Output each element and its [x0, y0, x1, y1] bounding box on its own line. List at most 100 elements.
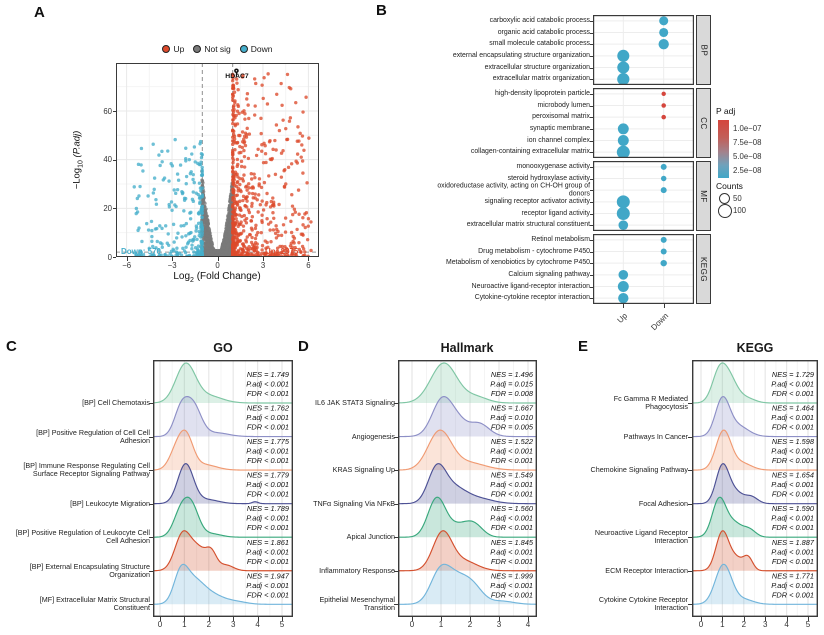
- padj-stop: 5.0e−08: [733, 152, 762, 161]
- dotplot-dot: [618, 270, 629, 280]
- ridge-stat-fdr: FDR < 0.001: [772, 590, 814, 599]
- dotplot-dot: [661, 91, 666, 97]
- ridge-line: [692, 563, 818, 605]
- ridge-x-tick-label: 0: [157, 620, 163, 629]
- ridge-row-tickmark: [149, 470, 153, 472]
- dotplot-term-label: high-density lipoprotein particle: [495, 90, 590, 98]
- ridge-row-tickmark: [394, 436, 398, 438]
- notsig-dot-icon: [193, 45, 202, 53]
- count-circle-50: [719, 193, 730, 204]
- ridge-x-tickmark: [160, 617, 161, 621]
- ridge-stat-nes: NES = 1.598: [772, 437, 815, 446]
- dotplot-dot: [616, 195, 630, 209]
- ridge-x-tick-label: 2: [206, 620, 212, 629]
- facet-strip-label: BP: [698, 44, 708, 56]
- ridge-row-label: Epithelial Mesenchymal Transition: [319, 595, 395, 613]
- ridge-row-tickmark: [149, 570, 153, 572]
- legend-item-up: Up: [162, 44, 184, 54]
- x-tick: 0: [215, 261, 220, 270]
- ridge-stat-nes: NES = 1.549: [491, 471, 533, 480]
- ridge-stat-padj: P.adj < 0.001: [771, 480, 814, 489]
- ridge-x-tick-label: 2: [467, 620, 473, 629]
- ridge-row-label: [BP] Immune Response Regulating Cell Sur…: [23, 461, 150, 479]
- ridge-stat-fdr: FDR < 0.001: [772, 423, 814, 432]
- ridge-x-tickmark: [701, 617, 702, 621]
- ridge-line: [398, 429, 537, 471]
- ridge-stat-padj: P.adj < 0.001: [490, 514, 533, 523]
- ridge-x-tick-label: 2: [741, 620, 747, 629]
- ridge-stat-fdr: FDR < 0.001: [247, 523, 289, 532]
- dotplot-dot: [660, 236, 667, 243]
- ridge-line: [153, 395, 293, 438]
- ridge-stat-nes: NES = 1.999: [491, 571, 533, 580]
- dotplot-term-label: Retinol metabolism: [531, 236, 590, 244]
- dotplot-dot: [661, 103, 666, 108]
- term-tickmark: [589, 44, 593, 46]
- ridge-row-tickmark: [688, 604, 692, 606]
- padj-stop: 7.5e−08: [733, 138, 762, 147]
- dotplot-dot: [616, 145, 630, 158]
- ridge-line: [692, 395, 818, 438]
- ridge-x-tickmark: [765, 617, 767, 621]
- ridge-line: [153, 362, 293, 404]
- dotplot-term-label: oxidoreductase activity, acting on CH-OH…: [437, 182, 590, 198]
- ridge-row-label: [BP] Cell Chemotaxis: [82, 398, 150, 407]
- ridge-stat-nes: NES = 1.749: [247, 370, 289, 379]
- y-axis-title-post: (P.adj): [71, 130, 83, 161]
- ridge-x-tick-label: 1: [182, 620, 187, 629]
- ridge-row-tickmark: [394, 604, 398, 606]
- dotplot-dot: [661, 114, 666, 120]
- facet-strip-label: KEGG: [699, 256, 708, 282]
- ridge-row-label: [BP] Leukocyte Migration: [70, 498, 150, 508]
- ridge-fill: [153, 430, 293, 471]
- dotplot-dot: [659, 16, 669, 26]
- ridge-stat-padj: P.adj < 0.001: [771, 547, 814, 556]
- x-axis-title-pre: Log: [173, 271, 191, 282]
- ridge-line: [153, 496, 293, 538]
- dotplot-x-label: Up: [615, 311, 630, 325]
- b-x-tickmark: [663, 304, 665, 308]
- ridge-x-tickmark: [257, 617, 259, 621]
- down-count-label: Down: 570: [121, 247, 162, 256]
- ridge-row-tickmark: [688, 470, 692, 472]
- legend-label-up: Up: [173, 44, 185, 54]
- ridge-row-tickmark: [688, 570, 692, 572]
- panel-letter-e: E: [578, 338, 589, 355]
- ridge-stat-padj: P.adj < 0.001: [246, 380, 289, 389]
- ridge-line: [398, 496, 537, 538]
- ridge-line: [153, 463, 293, 505]
- dotplot-term-label: ion channel complex: [527, 136, 590, 144]
- ridge-x-tick-label: 4: [525, 620, 531, 629]
- y-tick: 60: [103, 106, 112, 116]
- volcano-scatter: [116, 63, 319, 257]
- ridge-stat-fdr: FDR = 0.005: [491, 423, 534, 432]
- ridge-stat-padj: P.adj < 0.001: [246, 514, 289, 523]
- ridge-x-tickmark: [184, 617, 186, 621]
- ridge-stat-nes: NES = 1.845: [491, 538, 534, 547]
- ridge-x-tick-label: 1: [720, 620, 725, 629]
- ridge-stat-nes: NES = 1.775: [247, 437, 290, 446]
- count-circle-100: [717, 204, 732, 218]
- x-tickmark: [308, 257, 310, 261]
- x-axis-title-post: (Fold Change): [193, 271, 261, 282]
- ridge-line: [398, 530, 537, 572]
- ridge-title-hallmark: Hallmark: [440, 341, 494, 355]
- term-tickmark: [589, 79, 593, 81]
- ridge-fill: [153, 363, 293, 403]
- dotplot-term-label: monooxygenase activity: [516, 163, 590, 171]
- ridge-x-tick-label: 4: [784, 620, 789, 629]
- ridge-stat-fdr: FDR < 0.001: [247, 423, 289, 432]
- dotplot-dot: [660, 248, 667, 255]
- dotplot-dot: [659, 27, 669, 38]
- term-tickmark: [589, 274, 593, 276]
- x-axis-title-sub: 2: [190, 277, 194, 284]
- ridge-stat-padj: P.adj < 0.001: [246, 413, 289, 422]
- facet-strip-MF: MF: [696, 161, 711, 231]
- ridge-fill: [153, 463, 293, 504]
- ridge-stat-fdr: FDR < 0.001: [491, 557, 533, 566]
- ridge-fill: [153, 564, 293, 605]
- padj-stop: 2.5e−08: [733, 166, 762, 175]
- ridge-stat-fdr: FDR < 0.001: [491, 590, 533, 599]
- x-tick: −6: [122, 261, 132, 270]
